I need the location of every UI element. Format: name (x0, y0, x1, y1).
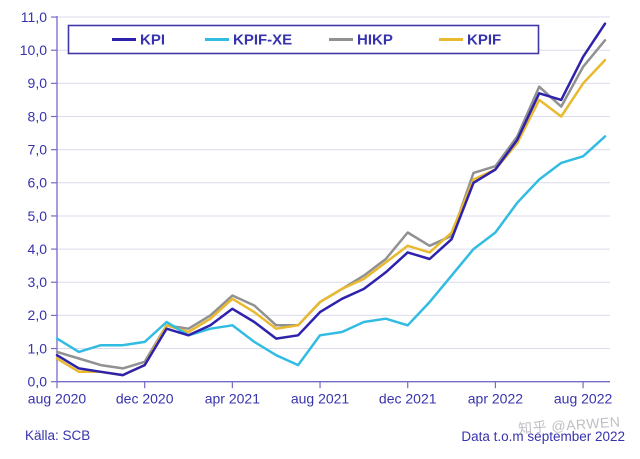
series-line-KPIF (55, 58, 607, 377)
y-tick-label: 1,0 (28, 340, 48, 356)
series-line-KPIF-XE (55, 135, 607, 367)
y-tick-label: 4,0 (28, 241, 48, 257)
legend-label-KPIF-XE: KPIF-XE (233, 32, 292, 49)
y-tick-label: 5,0 (28, 208, 48, 224)
x-tick-label: aug 2020 (28, 391, 87, 407)
legend-label-KPI: KPI (140, 32, 165, 49)
y-tick-label: 9,0 (28, 75, 48, 91)
x-tick-label: apr 2021 (205, 391, 260, 407)
x-tick-label: aug 2022 (554, 391, 613, 407)
x-tick-label: aug 2021 (291, 391, 350, 407)
y-tick-label: 0,0 (28, 374, 48, 390)
y-tick-label: 3,0 (28, 274, 48, 290)
x-tick-label: dec 2021 (379, 391, 437, 407)
y-tick-label: 10,0 (20, 42, 47, 58)
legend-label-HIKP: HIKP (357, 32, 393, 49)
y-tick-label: 6,0 (28, 175, 48, 191)
x-tick-label: apr 2022 (468, 391, 523, 407)
data-asof-label: Data t.o.m september 2022 (461, 429, 625, 444)
y-tick-label: 11,0 (21, 9, 47, 25)
y-tick-label: 2,0 (28, 307, 48, 323)
y-tick-label: 8,0 (28, 108, 48, 124)
source-label: Källa: SCB (25, 428, 91, 443)
series-line-KPI (55, 22, 607, 377)
y-tick-label: 7,0 (28, 141, 48, 157)
legend-label-KPIF: KPIF (467, 32, 501, 49)
x-tick-label: dec 2020 (116, 391, 174, 407)
series-line-HIKP (55, 39, 607, 370)
